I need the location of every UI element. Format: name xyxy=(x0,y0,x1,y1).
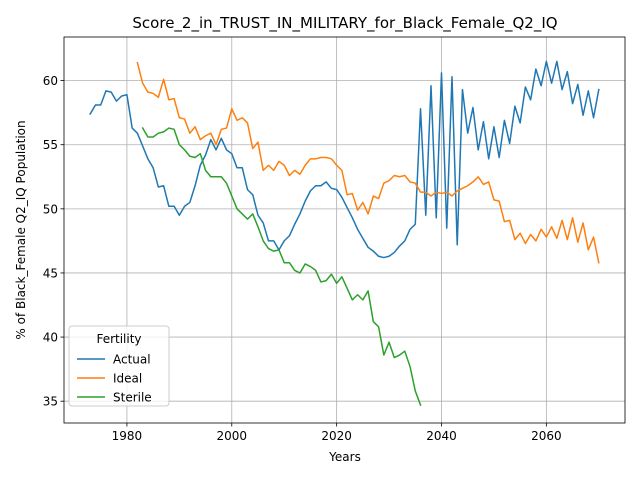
x-tick-label: 2040 xyxy=(426,429,457,443)
legend-entries: Actual Ideal Sterile xyxy=(77,353,152,405)
y-tick-label: 40 xyxy=(43,331,58,345)
plot-area-frame xyxy=(63,36,626,424)
x-tick-label: 2020 xyxy=(321,429,352,443)
x-tick-label: 2060 xyxy=(531,429,562,443)
series-line-actual xyxy=(89,60,600,259)
y-tick-label: 35 xyxy=(43,395,58,409)
legend-label-sterile: Sterile xyxy=(113,391,152,405)
legend-title: Fertility xyxy=(96,332,141,346)
y-axis-label: % of Black_Female Q2_IQ Population xyxy=(14,120,28,339)
y-tick-label: 50 xyxy=(43,202,58,216)
x-tick-label: 2000 xyxy=(217,429,248,443)
series-lines xyxy=(89,60,600,407)
series-line-ideal xyxy=(136,61,600,264)
legend-box xyxy=(68,325,170,407)
chart-title: Score_2_in_TRUST_IN_MILITARY_for_Black_F… xyxy=(132,14,557,33)
y-tick-label: 60 xyxy=(43,74,58,88)
y-axis-ticks: 35 40 45 50 55 60 xyxy=(43,74,64,409)
x-tick-label: 1980 xyxy=(112,429,143,443)
legend-label-ideal: Ideal xyxy=(113,372,142,386)
x-axis-label: Years xyxy=(328,450,361,464)
y-tick-label: 45 xyxy=(43,266,58,280)
x-axis-ticks: 1980 2000 2020 2040 2060 xyxy=(112,423,562,443)
grid xyxy=(64,37,625,423)
legend-label-actual: Actual xyxy=(113,353,151,367)
series-line-sterile xyxy=(141,127,422,407)
y-tick-label: 55 xyxy=(43,138,58,152)
legend: Fertility Actual Ideal Sterile xyxy=(68,325,170,407)
